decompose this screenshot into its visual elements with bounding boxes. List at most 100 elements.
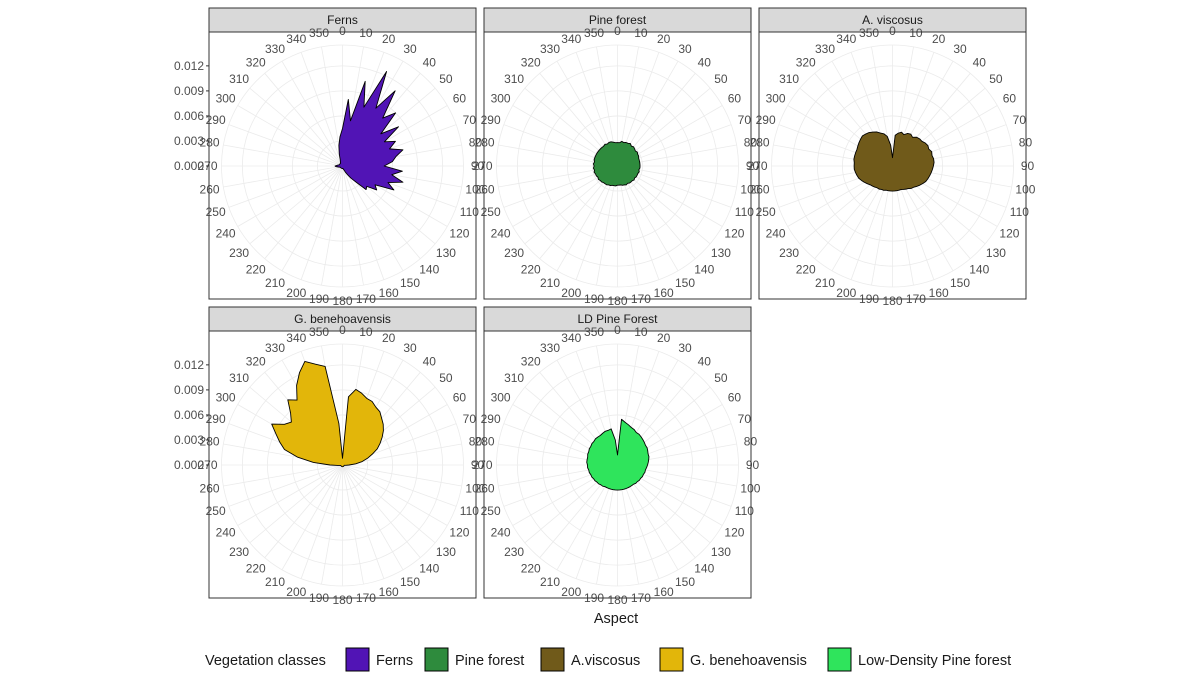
angle-tick-label: 130 [711,246,731,260]
spoke-gridline [342,165,385,280]
angle-tick-label: 160 [379,585,399,599]
angle-labels: 0 10 2030405060708090100110120130140150160… [197,24,485,308]
legend-swatch [345,647,370,672]
spoke-gridline [321,165,343,286]
radius-gridline [567,115,668,217]
legend-item: Pine forest [424,647,524,672]
angle-tick-label: 120 [449,526,469,540]
angle-tick-label: 240 [216,526,236,540]
spoke-gridline [249,165,343,245]
radius-gridline [791,65,994,267]
angle-tick-label: 350 [309,26,329,40]
angle-tick-label: 220 [521,262,541,276]
angle-tick-label: 90 [471,159,485,173]
angle-tick-label: 150 [400,575,420,589]
angle-tick-label: 70 [463,113,477,127]
angle-labels: 0 10 2030405060708090100110120130140150160… [472,24,760,308]
angle-tick-label: 230 [229,545,249,559]
angle-tick-label: 230 [504,545,524,559]
spoke-gridline [237,464,343,526]
radius-gridline [592,140,643,192]
angle-tick-label: 340 [286,331,306,345]
angle-tick-label: 240 [766,227,786,241]
angle-tick-label: 290 [756,113,776,127]
angle-tick-label: 30 [678,341,692,355]
angle-tick-label: 340 [286,32,306,46]
angle-tick-label: 120 [449,227,469,241]
spoke-gridline [342,464,404,570]
panel-border [483,330,752,599]
spoke-gridline [237,165,343,227]
angle-tick-label: 210 [540,276,560,290]
outer-gridline [221,343,464,587]
radius-labels: 0.000 0.003 0.006 0.009 0.012 [174,59,209,173]
angle-tick-label: 340 [561,32,581,46]
angle-tick-label: 210 [265,276,285,290]
legend-label: Pine forest [455,653,524,669]
angle-tick-label: 220 [521,561,541,575]
angle-tick-label: 300 [766,92,786,106]
panel-border [758,31,1027,300]
angle-tick-label: 250 [481,205,501,219]
legend-item: A.viscosus [540,647,640,672]
angle-tick-label: 260 [200,481,220,495]
angle-tick-label: 160 [929,286,949,300]
radius-gridline [516,65,719,267]
panel-border [483,31,752,300]
angle-tick-label: 70 [738,113,752,127]
spoke-gridline [617,165,639,286]
legend-label: A.viscosus [571,653,640,669]
spoke-gridline [223,144,343,167]
angle-tick-label: 140 [419,262,439,276]
angle-tick-label: 260 [200,182,220,196]
outer-gridline [496,44,739,288]
radius-tick-label: 0.006 [174,408,204,422]
angle-tick-label: 300 [216,92,236,106]
angle-tick-label: 320 [246,56,266,70]
angle-tick-label: 290 [206,113,226,127]
radius-gridline [292,115,393,217]
density-area [592,140,641,187]
angle-tick-label: 60 [728,92,742,106]
angle-tick-label: 200 [286,585,306,599]
angle-tick-label: 110 [460,205,479,219]
angle-tick-label: 20 [382,331,396,345]
angle-tick-label: 210 [815,276,835,290]
angle-tick-label: 110 [460,504,479,518]
angle-tick-label: 60 [728,391,742,405]
angle-tick-label: 60 [1003,92,1017,106]
radius-tick-label: 0.003 [174,433,204,447]
angle-tick-label: 10 [634,26,648,40]
angle-tick-label: 20 [382,32,396,46]
legend-label: G. benehoavensis [690,653,807,669]
angle-tick-label: 70 [463,412,477,426]
spoke-gridline [249,464,343,544]
angle-tick-label: 130 [436,545,456,559]
angle-tick-label: 250 [481,504,501,518]
angle-tick-label: 50 [989,72,1003,86]
angle-tick-label: 20 [932,32,946,46]
legend-swatch [827,647,852,672]
angle-tick-label: 140 [969,262,989,276]
angle-tick-label: 350 [309,325,329,339]
angle-tick-label: 40 [423,355,437,369]
facet-strip-label: G. benehoavensis [294,312,391,326]
density-area [334,71,404,191]
facet-strip-label: A. viscosus [862,13,923,27]
angle-tick-label: 140 [419,561,439,575]
radius-tick-label: 0.000 [174,458,204,472]
angle-tick-label: 300 [216,391,236,405]
angle-tick-label: 90 [746,159,760,173]
angle-tick-label: 0 [889,24,896,38]
spoke-gridline [342,464,421,558]
spoke-gridline [321,464,343,585]
angle-tick-label: 350 [859,26,879,40]
radius-gridline [516,364,719,566]
angle-tick-label: 10 [359,325,373,339]
angle-tick-label: 290 [481,113,501,127]
angle-tick-label: 110 [735,504,754,518]
angle-tick-label: 290 [206,412,226,426]
angle-tick-label: 150 [675,575,695,589]
spoke-gridline [249,87,343,167]
